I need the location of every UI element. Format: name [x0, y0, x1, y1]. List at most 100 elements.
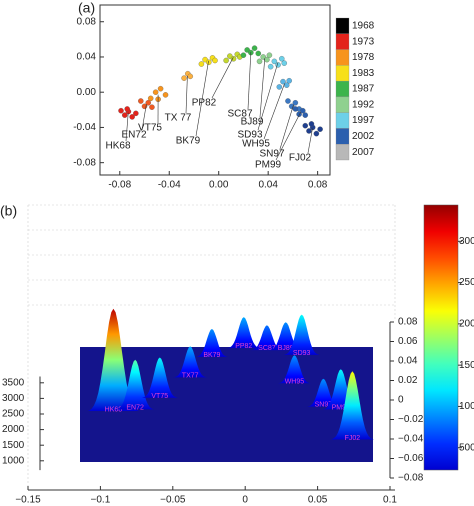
x-tick-label: -0.04	[158, 180, 181, 191]
colorbar-label: 1983	[352, 68, 375, 79]
point	[276, 84, 283, 90]
colorbar-swatch	[335, 65, 350, 82]
point	[300, 107, 306, 114]
x-tick-label: −0.05	[160, 495, 186, 506]
colorbar-label: 1992	[352, 99, 375, 110]
strain-label: HK68	[105, 141, 130, 152]
plot-frame	[99, 4, 331, 176]
point	[147, 95, 154, 102]
point	[285, 98, 291, 104]
peak-label: PP82	[235, 343, 252, 350]
leader-line	[279, 104, 294, 150]
leader-line	[211, 57, 234, 99]
peak	[330, 371, 374, 440]
colorbar-swatch	[335, 33, 350, 50]
y-tick-label: −0.02	[398, 414, 424, 425]
point	[152, 89, 159, 95]
strain-label: EN72	[121, 130, 146, 141]
point	[267, 63, 274, 70]
x-tick-label: 0.05	[308, 495, 328, 506]
peak-label: HK68	[105, 407, 123, 414]
leader-line	[185, 76, 188, 114]
colorbar-label: 1997	[352, 115, 375, 126]
colorbar-tick-label: 1000	[459, 401, 474, 412]
peak	[278, 355, 311, 384]
point	[133, 110, 139, 117]
y-tick-label: −0.06	[398, 453, 424, 464]
z-tick-label: 1500	[2, 440, 25, 451]
point	[162, 92, 169, 98]
point	[308, 121, 315, 127]
strain-label: BK79	[176, 136, 201, 147]
point	[264, 56, 270, 63]
z-tick-label: 3500	[2, 377, 25, 388]
strain-label: PP82	[192, 98, 217, 109]
colorbar-swatch	[335, 49, 350, 66]
point	[118, 107, 124, 114]
strain-label: SC87	[227, 109, 252, 120]
point	[149, 104, 155, 110]
colorbar-label: 2007	[352, 147, 375, 158]
colorbar-label: 1978	[352, 52, 375, 63]
colorbar-tick-label: 3000	[459, 236, 474, 247]
colorbar-tick-label: 2500	[459, 277, 474, 288]
leader-line	[263, 83, 285, 140]
peak-label: SC87	[258, 345, 276, 352]
peak-label: TX77	[182, 372, 199, 379]
leader-line	[247, 51, 252, 110]
peak	[141, 357, 178, 398]
peak-label: FJ02	[345, 435, 361, 442]
y-tick-label: -0.04	[73, 122, 96, 133]
y-tick-label: 0.08	[398, 317, 418, 328]
point	[281, 60, 287, 66]
point	[124, 106, 130, 112]
point	[227, 53, 233, 59]
point	[138, 98, 144, 104]
colorbar-label: 2002	[352, 131, 375, 142]
leader-line	[195, 60, 209, 137]
point	[223, 57, 229, 64]
leader-line	[141, 104, 147, 131]
point	[279, 55, 285, 62]
y-tick-label: 0.08	[77, 16, 97, 27]
peak-label: SN97	[315, 402, 333, 409]
point	[157, 85, 164, 92]
strain-label: FJ02	[289, 153, 312, 164]
colorbar-swatch	[335, 17, 350, 34]
peak-label: WH95	[285, 378, 305, 385]
colorbar-swatch	[335, 128, 350, 145]
x-tick-label: −0.15	[15, 495, 41, 506]
leader-line	[307, 128, 313, 154]
point	[306, 128, 312, 134]
y-tick-label: 0.02	[398, 375, 418, 386]
z-tick-label: 2500	[2, 409, 25, 420]
point	[121, 112, 128, 118]
point	[317, 126, 323, 132]
colorbar-tick-label: 2000	[459, 319, 474, 330]
x-tick-label: 0	[242, 495, 248, 506]
y-tick-label: −0.04	[398, 434, 424, 445]
leader-line	[257, 62, 279, 131]
y-tick-label: -0.08	[73, 157, 96, 168]
point	[181, 75, 187, 81]
colorbar-tick-label: 500	[459, 442, 474, 453]
panel-label: (a)	[78, 0, 95, 16]
z-tick-label: 2000	[2, 424, 25, 435]
strain-label: SD93	[237, 130, 262, 141]
point	[202, 56, 208, 63]
box-grid	[27, 204, 396, 490]
y-tick-label: 0.04	[77, 52, 97, 63]
strain-label: VT75	[138, 123, 162, 134]
point	[145, 100, 151, 106]
y-tick-label: 0	[398, 395, 404, 406]
x-tick-label: −0.1	[91, 495, 111, 506]
peak-label: BJ89	[278, 345, 294, 352]
strain-label: TX 77	[165, 113, 192, 124]
peak	[173, 346, 207, 378]
y-tick-label: 0.04	[398, 356, 418, 367]
colorbar-swatch	[335, 144, 350, 161]
point	[292, 106, 299, 112]
peak	[283, 314, 320, 355]
x-tick-label: 0.08	[308, 180, 328, 191]
